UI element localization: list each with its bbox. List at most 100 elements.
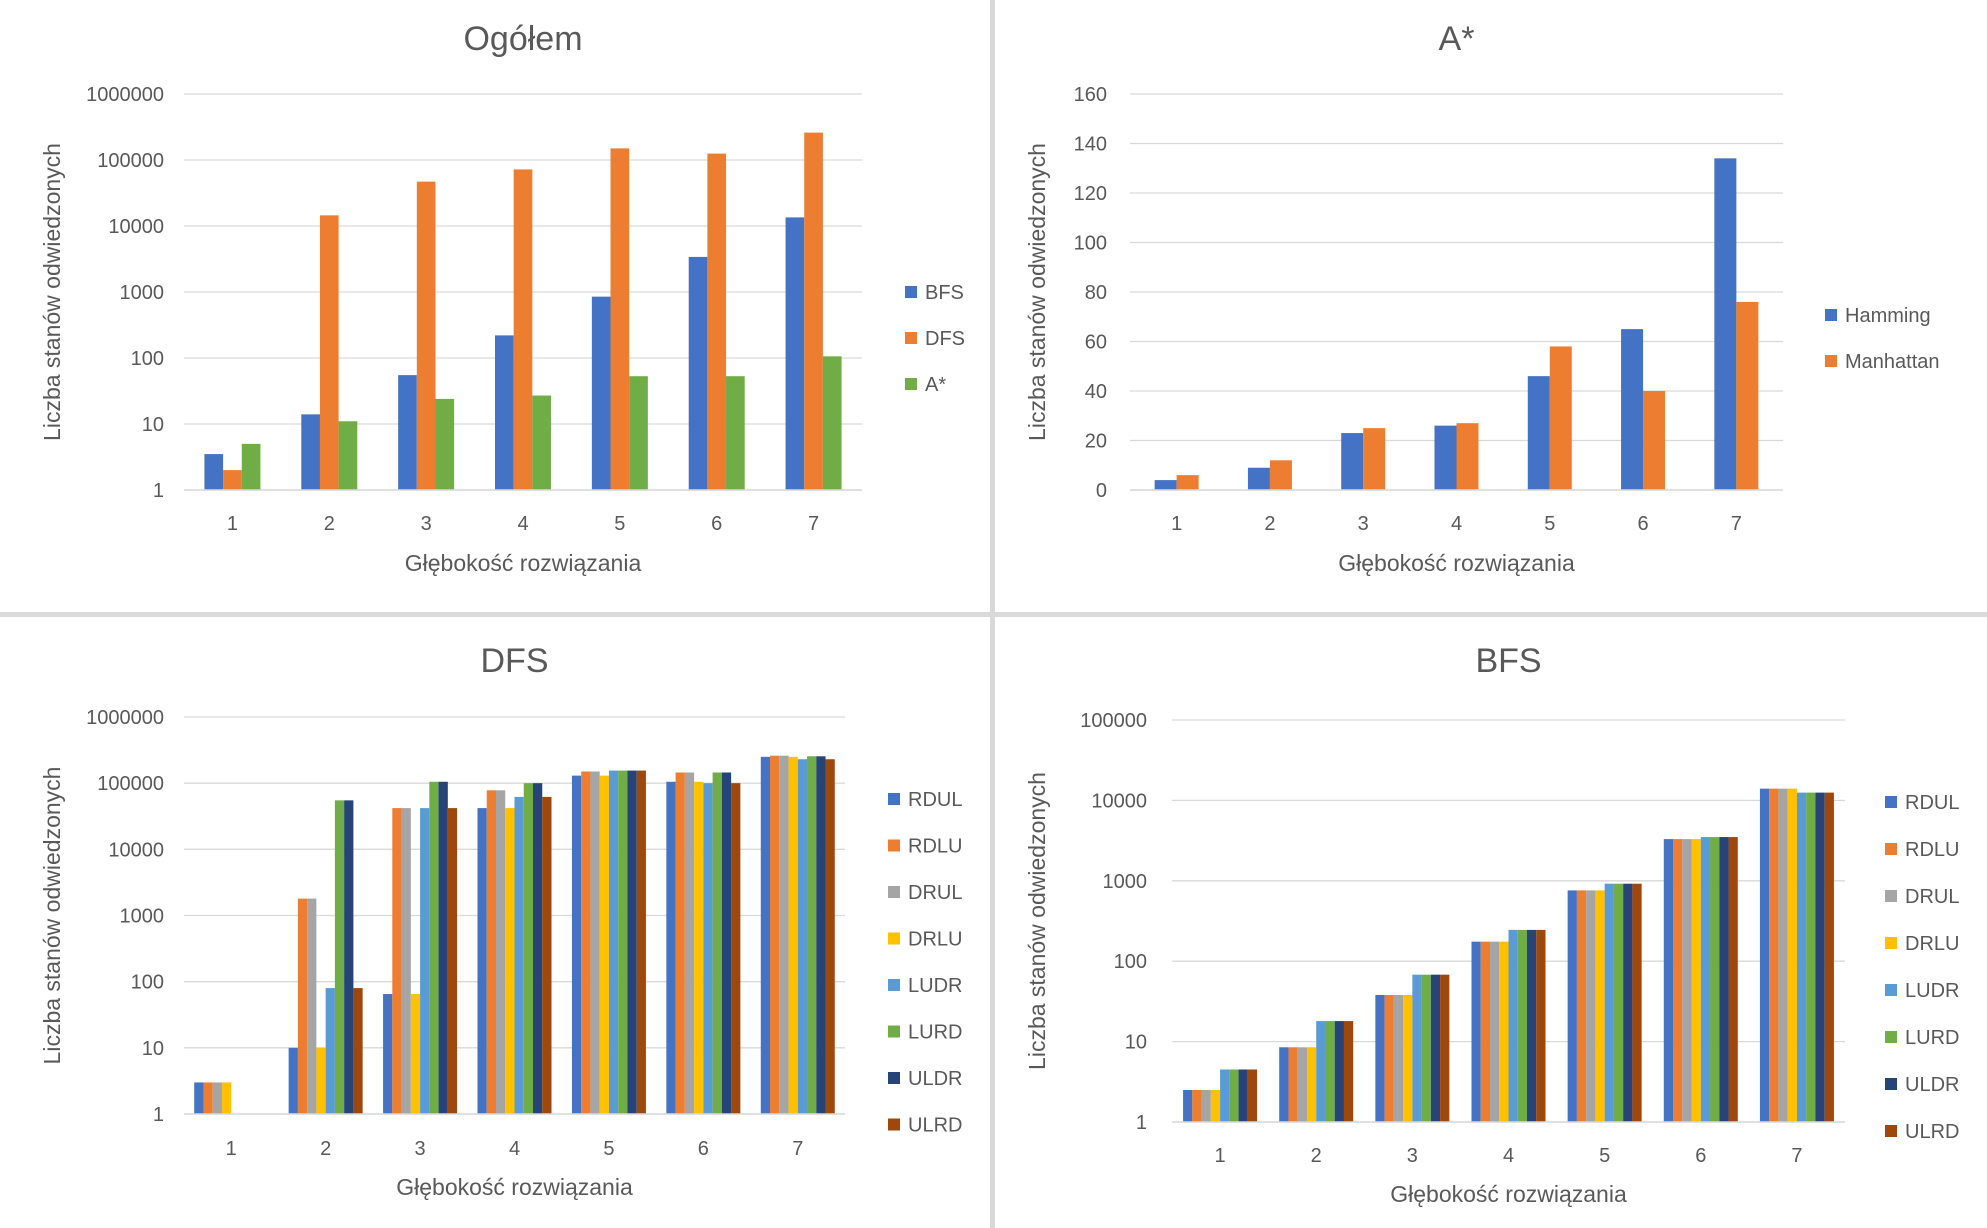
legend-swatch <box>1885 1125 1897 1137</box>
x-tick-label: 3 <box>421 513 432 535</box>
legend-label: RDLU <box>908 836 962 858</box>
bar <box>591 296 611 490</box>
bar <box>353 988 363 1114</box>
bar <box>590 771 600 1114</box>
bar <box>221 1082 232 1114</box>
chart-panel-ogolem: Ogółem 1 10 100 1000 10000 100000 1000000 1 2 3 4 5 6… <box>0 0 990 612</box>
chart-panel-dfs: DFS 1 10 100 1000 10000 100000 1000000 1 2 3 4 5 6 7 Gł… <box>0 617 990 1228</box>
y-tick-label: 120 <box>1074 183 1107 205</box>
bar <box>203 1082 213 1114</box>
x-tick-label: 6 <box>711 513 722 535</box>
bar <box>1341 433 1364 490</box>
x-tick-label: 3 <box>1407 1145 1418 1167</box>
x-axis-title: Głębokość rozwiązania <box>396 1174 633 1200</box>
y-tick-label: 0 <box>1096 480 1107 502</box>
x-tick-label: 5 <box>1544 513 1555 535</box>
bar <box>816 756 826 1114</box>
legend-swatch <box>888 979 900 991</box>
y-tick-label: 1000 <box>120 906 165 928</box>
y-tick-label: 40 <box>1085 381 1107 403</box>
bar <box>770 755 780 1114</box>
legend-swatch <box>905 378 917 390</box>
legend-swatch <box>1825 355 1837 367</box>
legend-swatch <box>1885 937 1897 949</box>
bar <box>212 1082 222 1114</box>
bar <box>505 808 515 1114</box>
bar <box>822 356 842 490</box>
y-tick-label: 1000 <box>120 282 165 304</box>
bar <box>608 770 619 1114</box>
bar <box>1673 839 1683 1122</box>
bar <box>1700 837 1711 1122</box>
legend-label: LURD <box>1905 1027 1959 1049</box>
bar <box>1456 423 1479 490</box>
bar <box>301 414 320 490</box>
bar <box>194 1082 204 1114</box>
bar <box>703 783 713 1114</box>
x-tick-label: 7 <box>792 1138 803 1160</box>
x-tick-label: 7 <box>1731 513 1742 535</box>
chart-title: DFS <box>481 642 549 680</box>
bar <box>1796 792 1807 1122</box>
bar <box>1682 839 1692 1122</box>
bar <box>334 800 345 1114</box>
legend-label: A* <box>925 374 946 396</box>
bar <box>779 755 789 1114</box>
bar <box>1508 929 1518 1122</box>
chart-title: BFS <box>1475 642 1541 680</box>
bar <box>241 443 261 490</box>
bar <box>1440 974 1450 1122</box>
bar <box>1714 158 1737 490</box>
bar <box>760 756 771 1114</box>
bar <box>1632 883 1642 1122</box>
bar <box>1824 792 1834 1122</box>
y-tick-label: 60 <box>1085 332 1107 354</box>
legend-swatch <box>1885 796 1897 808</box>
bar <box>1490 941 1500 1122</box>
bar <box>319 215 339 490</box>
x-axis-title: Głębokość rozwiązania <box>1390 1181 1627 1207</box>
bar <box>496 790 506 1114</box>
bar <box>1363 428 1386 490</box>
bar <box>807 756 817 1114</box>
legend-label: DRLU <box>1905 933 1959 955</box>
legend-label: ULRD <box>908 1115 962 1137</box>
bar <box>675 772 685 1114</box>
bar <box>513 169 533 490</box>
legend-swatch <box>888 1025 900 1038</box>
bar <box>1778 788 1788 1122</box>
legend-swatch <box>905 286 917 298</box>
bar <box>694 781 704 1114</box>
legend-label: ULRD <box>1905 1121 1959 1143</box>
chart-dfs: DFS 1 10 100 1000 10000 100000 1000000 1 2 3 4 5 6 7 Gł… <box>39 642 962 1200</box>
bar <box>392 808 402 1114</box>
y-tick-label: 10000 <box>108 216 164 238</box>
bar <box>1334 1021 1344 1122</box>
x-axis-title: Głębokość rozwiązania <box>405 550 642 576</box>
bar <box>398 375 417 490</box>
bar <box>804 132 823 490</box>
bar <box>1316 1021 1326 1122</box>
bar <box>1183 1090 1193 1122</box>
bar <box>1247 467 1270 490</box>
bar <box>726 376 745 490</box>
bar <box>1806 792 1816 1122</box>
bar <box>721 772 732 1114</box>
y-tick-label: 10000 <box>108 839 164 861</box>
bar <box>788 756 798 1114</box>
chart-title: A* <box>1439 20 1475 58</box>
bar <box>316 1047 326 1114</box>
bar <box>1769 788 1779 1122</box>
legend-label: DRLU <box>908 929 962 951</box>
bar <box>477 808 487 1114</box>
bar <box>610 148 630 490</box>
bar <box>1238 1069 1248 1122</box>
legend-label: DRUL <box>908 882 962 904</box>
legend-label: LUDR <box>908 975 962 997</box>
bar <box>307 898 317 1114</box>
chart-panel-bfs: BFS 1 10 100 1000 10000 100000 1 2 3 4 5 6 7 Głębokość… <box>995 617 1987 1228</box>
bar <box>1403 994 1413 1122</box>
x-tick-label: 5 <box>603 1138 614 1160</box>
y-axis-title: Liczba stanów odwiedzonych <box>1024 772 1050 1070</box>
x-tick-label: 2 <box>1311 1145 1322 1167</box>
